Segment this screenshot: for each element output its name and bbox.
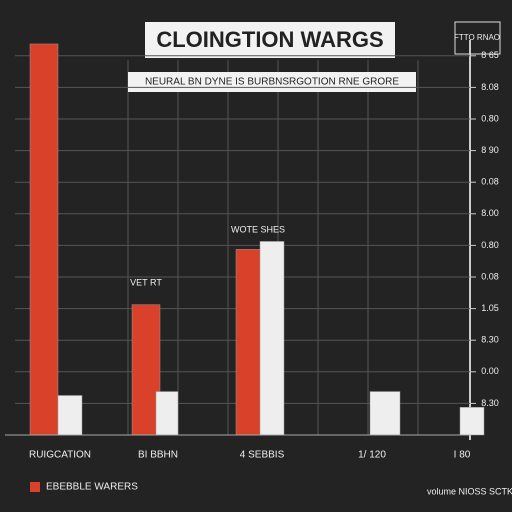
annotation: VET RT [130,277,162,287]
grid-vertical [127,60,419,435]
legend-swatch [30,482,40,492]
y-tick-label: 8 90 [481,145,499,155]
bar [259,241,285,436]
y-tick-label: 0.00 [481,366,499,376]
annotation: WOTE SHES [231,224,285,234]
y-tick-label: 1.05 [481,303,499,313]
x-tick-label: I 80 [454,450,471,461]
y-tick-label: 8.00 [481,208,499,218]
x-tick-label: BI BBHN [138,450,178,461]
y-tick-label: 0.08 [481,177,499,187]
bar [29,43,59,436]
y-tick-label: 8.30 [481,398,499,408]
badge-box [454,21,501,55]
y-tick-label: 8.08 [481,82,499,92]
y-tick-label: 0.80 [481,240,499,250]
chart-subtitle: NEURAL BN DYNE IS BURBNSRGOTION RNE GROR… [145,77,399,88]
legend-label: EBEBBLE WARERS [46,482,138,493]
bar [459,407,485,436]
y-tick-label: 0.80 [481,113,499,123]
title-box [145,22,395,58]
bar [155,391,179,436]
x-tick-label: RUIGCATION [29,450,91,461]
y-tick-label: 0.08 [481,271,499,281]
bar [131,304,161,436]
x-tick-label: 1/ 120 [358,450,386,461]
y-tick-label: 8 65 [481,50,499,60]
bar [235,249,265,436]
chart-title: CLOINGTION WARGS [156,27,383,52]
x-tick-label: 4 SEBBIS [240,450,285,461]
bar [57,395,83,436]
badge: FTTO RNAO [454,33,500,42]
x-axis-label: volume NIOSS SCTK [427,486,512,496]
bar [369,391,401,436]
y-tick-label: 8.30 [481,335,499,345]
